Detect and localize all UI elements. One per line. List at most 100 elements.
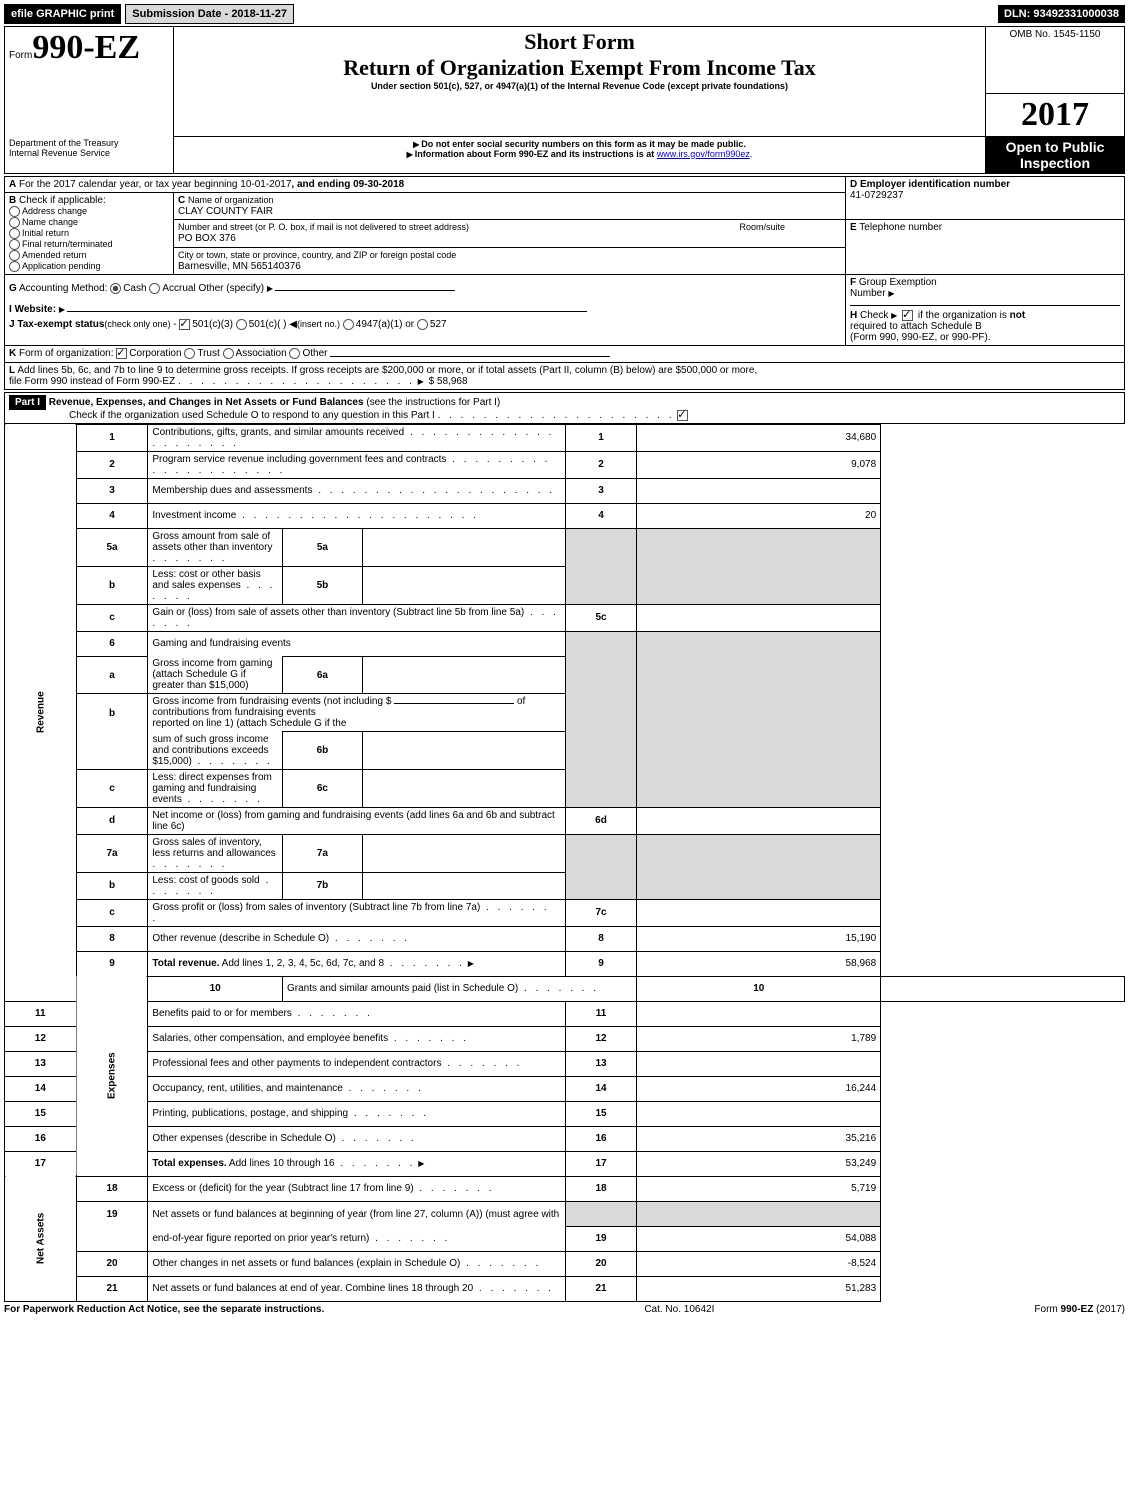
- header-table: Form990-EZ Short Form Return of Organiza…: [4, 26, 1125, 174]
- pointer-icon: [59, 304, 67, 315]
- line-A-pre: For the 2017 calendar year, or tax year …: [19, 179, 291, 190]
- label-F: Group Exemption: [859, 277, 937, 288]
- omb-box: OMB No. 1545-1150: [986, 27, 1125, 94]
- letter-A: A: [9, 179, 16, 190]
- check-address-change[interactable]: [9, 206, 20, 217]
- org-name: CLAY COUNTY FAIR: [178, 206, 273, 217]
- label-E: Telephone number: [859, 222, 942, 233]
- accounting-accrual[interactable]: [149, 283, 160, 294]
- dots: [441, 1058, 522, 1069]
- line-A-post: , and ending 09-30-2018: [291, 179, 404, 190]
- dots: [192, 756, 273, 767]
- line-14-text: Occupancy, rent, utilities, and maintena…: [152, 1083, 342, 1094]
- check-schedule-o-part1[interactable]: [677, 410, 688, 421]
- letter-L: L: [9, 365, 15, 376]
- check-application-pending[interactable]: [9, 261, 20, 272]
- table-row: 14 Occupancy, rent, utilities, and maint…: [5, 1076, 1125, 1101]
- check-501c3[interactable]: [179, 319, 190, 330]
- line-16-text: Other expenses (describe in Schedule O): [152, 1133, 335, 1144]
- tax-year: 2017: [986, 93, 1125, 136]
- part1-title: Revenue, Expenses, and Changes in Net As…: [49, 397, 364, 408]
- check-501c[interactable]: [236, 319, 247, 330]
- check-final-return[interactable]: [9, 239, 20, 250]
- label-K: Form of organization:: [19, 349, 114, 360]
- dots: [312, 485, 555, 496]
- pointer-icon: [888, 288, 896, 299]
- line-6b-pre: Gross income from fundraising events (no…: [152, 696, 391, 707]
- letter-F: F: [850, 277, 856, 288]
- check-name-change[interactable]: [9, 217, 20, 228]
- check-schedule-b-not-required[interactable]: [902, 310, 913, 321]
- table-row: Revenue 1 Contributions, gifts, grants, …: [5, 424, 1125, 451]
- dots: [152, 859, 227, 870]
- opt-corporation: Corporation: [129, 349, 181, 360]
- line-10-text: Grants and similar amounts paid (list in…: [287, 983, 518, 994]
- line-4-text: Investment income: [152, 510, 236, 521]
- website-blank[interactable]: [67, 311, 587, 312]
- opt-initial-return: Initial return: [22, 228, 69, 238]
- check-initial-return[interactable]: [9, 228, 20, 239]
- line-13-text: Professional fees and other payments to …: [152, 1058, 441, 1069]
- table-row: 6 Gaming and fundraising events: [5, 631, 1125, 656]
- check-other-org[interactable]: [289, 348, 300, 359]
- pointer-icon: [267, 283, 275, 294]
- ein-value: 41-0729237: [850, 190, 903, 201]
- check-527[interactable]: [417, 319, 428, 330]
- form-number: 990-EZ: [32, 29, 140, 66]
- line-15-value: [637, 1101, 881, 1126]
- table-row: b Less: cost of goods sold 7b: [5, 872, 1125, 899]
- table-row: Net Assets 18 Excess or (deficit) for th…: [5, 1176, 1125, 1201]
- other-specify-blank[interactable]: [275, 290, 455, 291]
- netassets-side-label: Net Assets: [5, 1176, 77, 1301]
- pointer-icon: [418, 376, 426, 387]
- short-form-title: Short Form: [178, 29, 981, 55]
- opt-application-pending: Application pending: [22, 261, 101, 271]
- line-7c-value: [637, 899, 881, 926]
- label-I: Website:: [15, 304, 57, 315]
- label-H-line3: (Form 990, 990-EZ, or 990-PF).: [850, 332, 991, 343]
- other-org-blank[interactable]: [330, 356, 610, 357]
- dots: [292, 1008, 373, 1019]
- label-J: Tax-exempt status: [17, 320, 104, 331]
- letter-J: J: [9, 320, 15, 331]
- line-13-value: [637, 1051, 881, 1076]
- dots: [460, 1258, 541, 1269]
- info-text-post: .: [750, 149, 753, 159]
- letter-E: E: [850, 222, 857, 233]
- check-association[interactable]: [223, 348, 234, 359]
- label-F2: Number: [850, 288, 886, 299]
- letter-D: D: [850, 179, 857, 190]
- label-H-post: if the organization is: [918, 310, 1007, 321]
- opt-amended-return: Amended return: [22, 250, 87, 260]
- part1-label: Part I: [9, 395, 46, 410]
- table-row: b Gross income from fundraising events (…: [5, 694, 1125, 732]
- gross-receipts-value: $ 58,968: [429, 376, 468, 387]
- letter-H: H: [850, 310, 857, 321]
- table-row: 11 Benefits paid to or for members 11: [5, 1001, 1125, 1026]
- line-15-text: Printing, publications, postage, and shi…: [152, 1108, 348, 1119]
- dots: [178, 376, 415, 387]
- table-row: c Gain or (loss) from sale of assets oth…: [5, 604, 1125, 631]
- check-4947[interactable]: [343, 319, 354, 330]
- line-L-text: Add lines 5b, 6c, and 7b to line 9 to de…: [17, 365, 757, 376]
- table-row: 8 Other revenue (describe in Schedule O)…: [5, 926, 1125, 951]
- check-trust[interactable]: [184, 348, 195, 359]
- top-bar: efile GRAPHIC print Submission Date - 20…: [4, 4, 1125, 24]
- accounting-cash[interactable]: [110, 283, 121, 294]
- footer-cat-no: Cat. No. 10642I: [644, 1304, 714, 1315]
- label-H-not: not: [1010, 310, 1026, 321]
- check-corporation[interactable]: [116, 348, 127, 359]
- efile-print-button[interactable]: efile GRAPHIC print: [4, 4, 121, 24]
- line-6b-blank[interactable]: [394, 703, 514, 704]
- check-amended-return[interactable]: [9, 250, 20, 261]
- line-9-text: Total revenue.: [152, 958, 219, 969]
- line-18-text: Excess or (deficit) for the year (Subtra…: [152, 1183, 413, 1194]
- city-label: City or town, state or province, country…: [178, 250, 456, 260]
- line-11-text: Benefits paid to or for members: [152, 1008, 292, 1019]
- table-row: d Net income or (loss) from gaming and f…: [5, 807, 1125, 834]
- dln-label: DLN: 93492331000038: [998, 5, 1125, 23]
- line-14-value: 16,244: [637, 1076, 881, 1101]
- identity-section: A For the 2017 calendar year, or tax yea…: [4, 176, 1125, 390]
- instructions-link[interactable]: www.irs.gov/form990ez: [657, 149, 750, 159]
- line-19-value: 54,088: [637, 1226, 881, 1251]
